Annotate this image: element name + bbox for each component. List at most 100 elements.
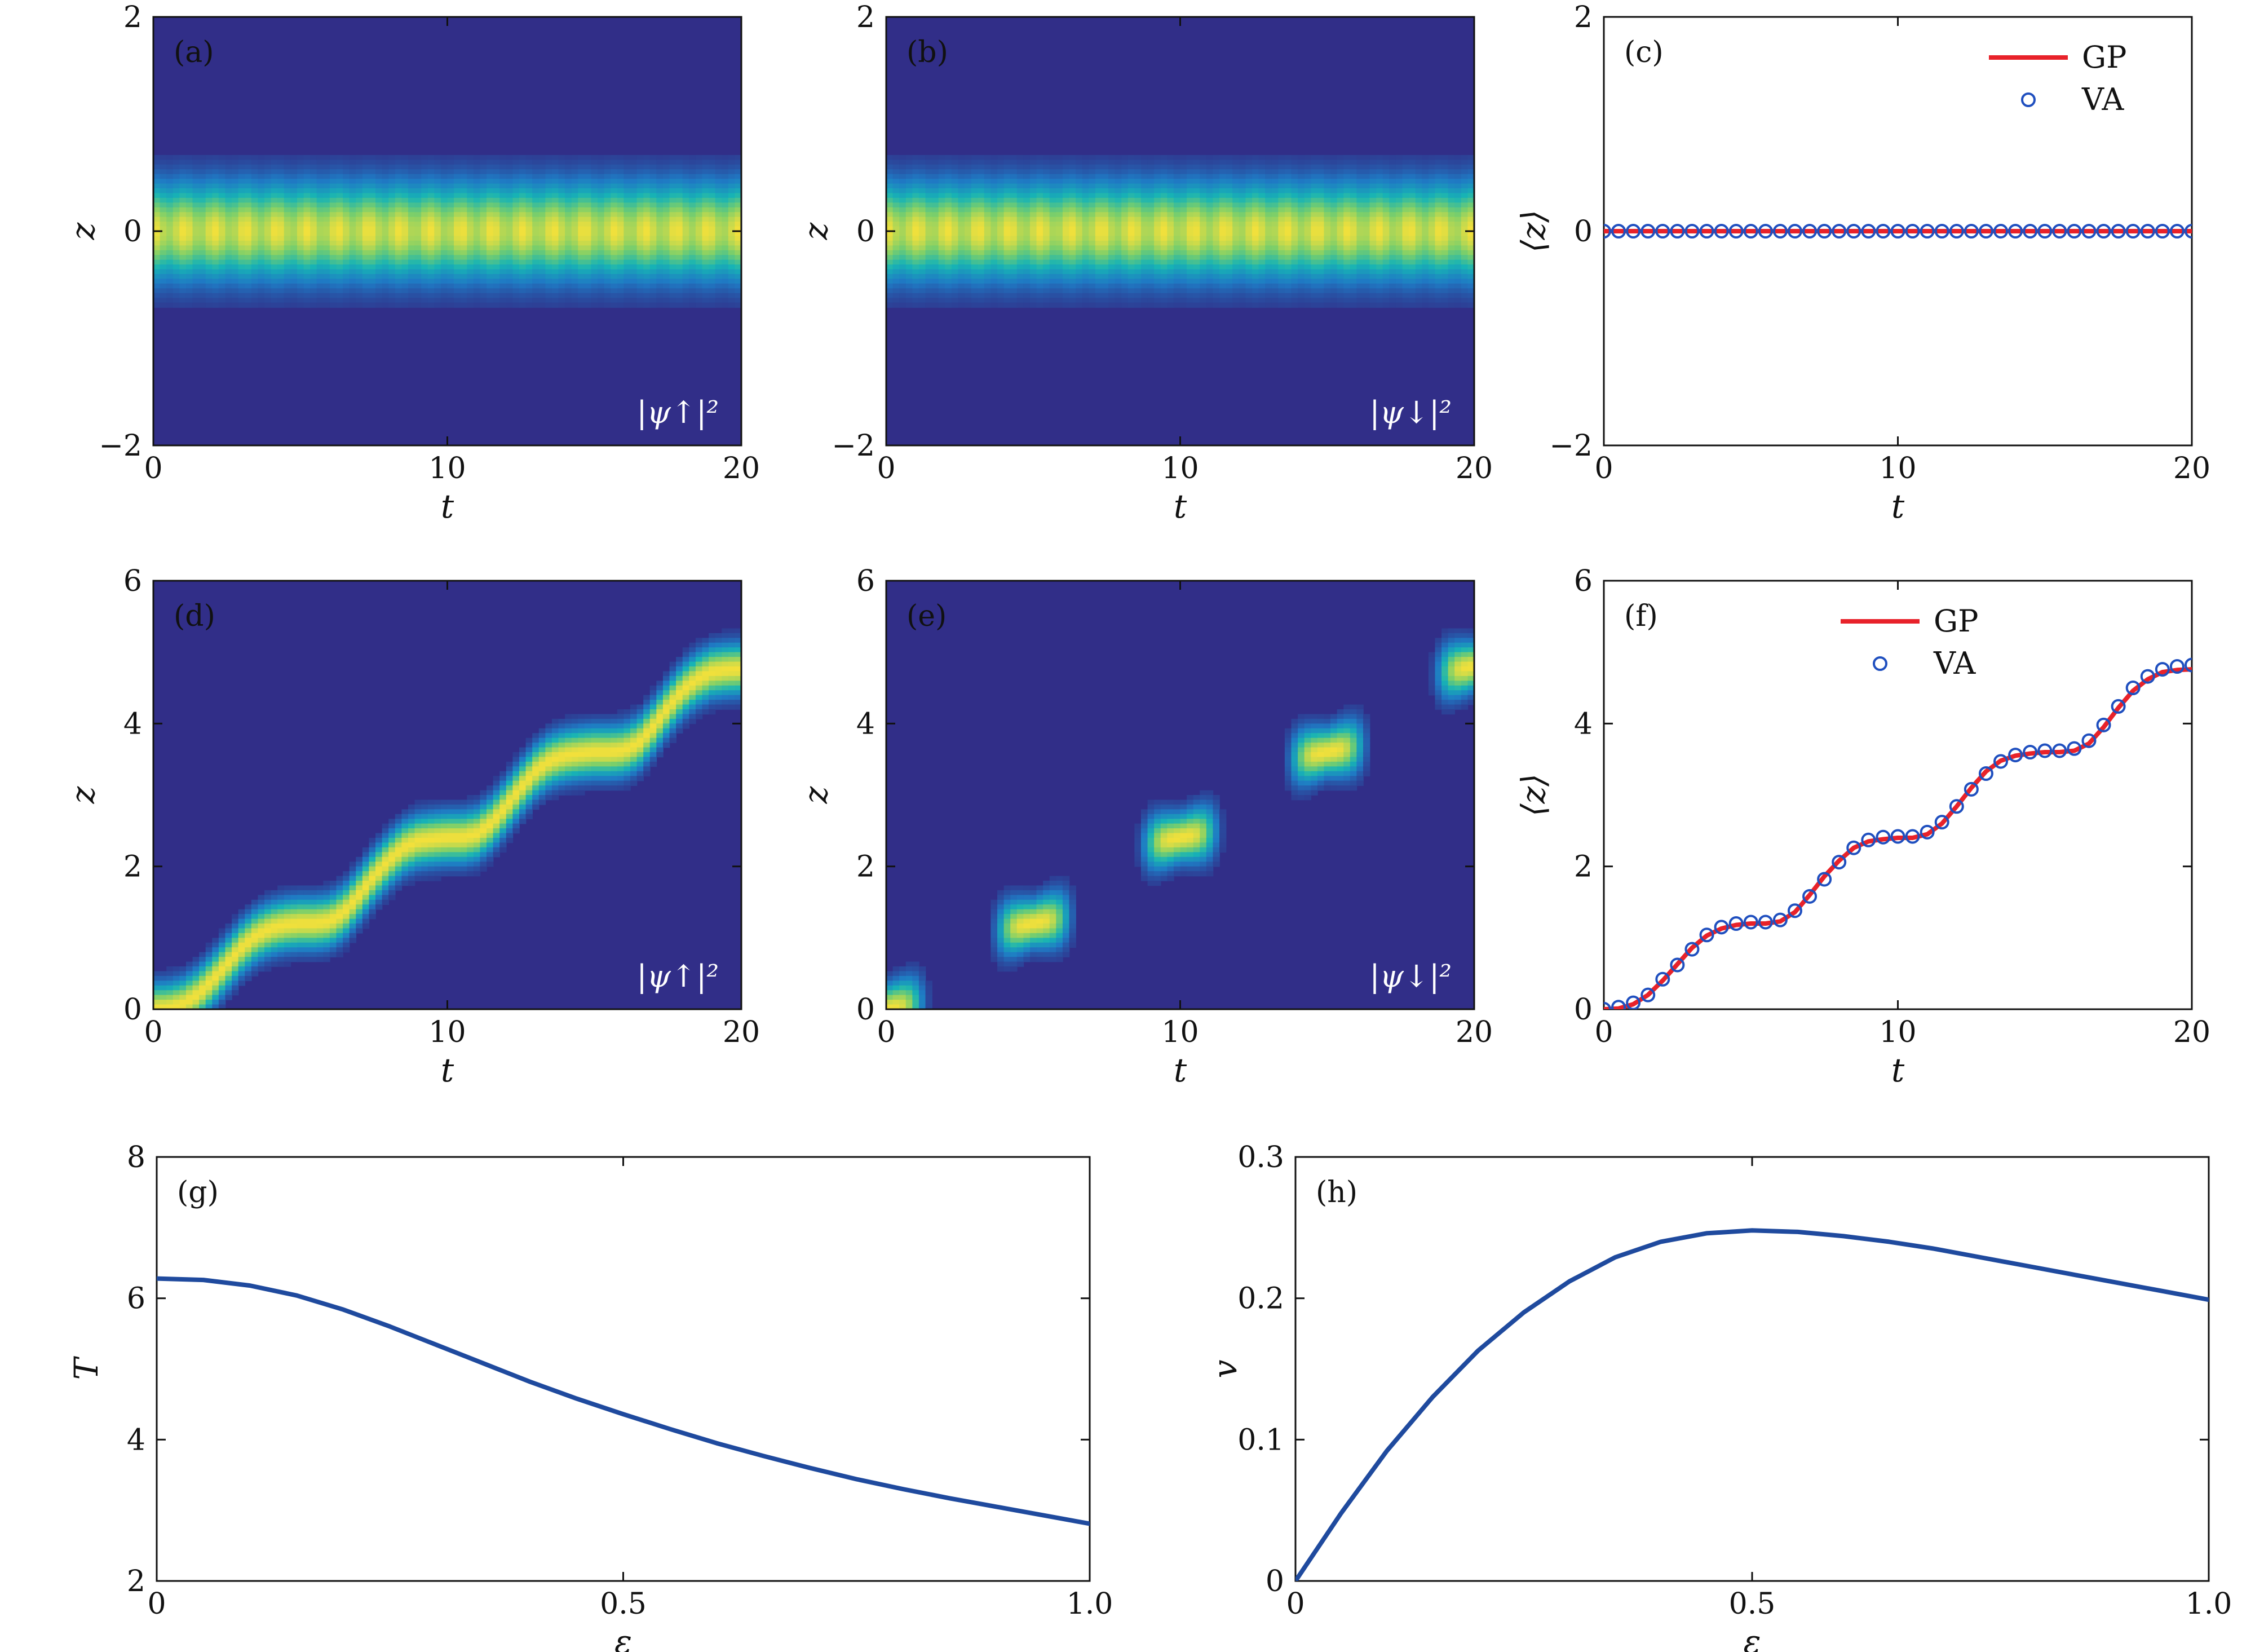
heatmap-cell bbox=[1076, 250, 1083, 256]
heatmap-cell bbox=[899, 264, 907, 270]
heatmap-cell bbox=[173, 179, 180, 184]
heatmap-cell bbox=[1147, 207, 1155, 213]
heatmap-cell bbox=[447, 197, 454, 204]
heatmap-cell bbox=[218, 212, 226, 218]
heatmap-cell bbox=[271, 202, 278, 208]
heatmap-cell bbox=[1082, 302, 1090, 308]
heatmap-cell bbox=[1200, 212, 1207, 218]
heatmap-cell bbox=[440, 183, 448, 189]
heatmap-cell bbox=[611, 202, 618, 208]
heatmap-cell bbox=[238, 274, 246, 280]
heatmap-cell bbox=[1102, 283, 1109, 289]
heatmap-cell bbox=[369, 259, 376, 265]
heatmap-cell bbox=[971, 231, 979, 237]
heatmap-cell bbox=[238, 255, 246, 260]
y-tick-label: 0 bbox=[123, 215, 142, 249]
heatmap-cell bbox=[487, 197, 494, 204]
heatmap-cell bbox=[388, 207, 396, 213]
heatmap-cell bbox=[480, 226, 487, 232]
heatmap-cell bbox=[1095, 183, 1103, 189]
heatmap-cell bbox=[892, 245, 900, 251]
heatmap-cell bbox=[1311, 174, 1318, 179]
heatmap-cell bbox=[434, 255, 441, 260]
heatmap-cell bbox=[160, 245, 167, 251]
heatmap-cell bbox=[310, 164, 317, 170]
heatmap-cell bbox=[912, 240, 919, 246]
heatmap-cell bbox=[728, 183, 736, 189]
heatmap-cell bbox=[958, 269, 965, 275]
heatmap-cell bbox=[604, 207, 612, 213]
heatmap-cell bbox=[965, 222, 972, 227]
heatmap-cell bbox=[545, 250, 552, 256]
heatmap-cell bbox=[945, 169, 952, 175]
x-axis-label: t bbox=[441, 487, 454, 525]
heatmap-cell bbox=[578, 288, 585, 294]
heatmap-cell bbox=[166, 245, 174, 251]
heatmap-cell bbox=[1206, 245, 1214, 251]
heatmap-cell bbox=[905, 160, 913, 165]
heatmap-cell bbox=[545, 269, 552, 275]
heatmap-cell bbox=[571, 255, 579, 260]
heatmap-cell bbox=[245, 302, 252, 308]
heatmap-cell bbox=[932, 169, 939, 175]
heatmap-cell bbox=[1069, 174, 1076, 179]
heatmap-cell bbox=[277, 222, 285, 227]
heatmap-cell bbox=[558, 245, 565, 251]
heatmap-cell bbox=[408, 188, 415, 194]
heatmap-cell bbox=[578, 179, 585, 184]
heatmap-cell bbox=[499, 293, 507, 299]
heatmap-cell bbox=[578, 169, 585, 175]
heatmap-cell bbox=[1304, 193, 1312, 198]
heatmap-cell bbox=[1232, 236, 1240, 241]
heatmap-cell bbox=[303, 217, 311, 222]
heatmap-cell bbox=[662, 179, 670, 184]
heatmap-cell bbox=[682, 236, 690, 241]
heatmap-cell bbox=[702, 250, 709, 256]
heatmap-cell bbox=[369, 279, 376, 284]
heatmap-cell bbox=[689, 231, 696, 237]
heatmap-cell bbox=[1206, 207, 1214, 213]
heatmap-cell bbox=[1115, 245, 1122, 251]
heatmap-cell bbox=[212, 222, 219, 227]
heatmap-cell bbox=[551, 231, 559, 237]
heatmap-cell bbox=[1258, 197, 1266, 204]
heatmap-cell bbox=[886, 236, 894, 241]
heatmap-cell bbox=[1095, 226, 1103, 232]
heatmap-cell bbox=[264, 269, 272, 275]
heatmap-cell bbox=[303, 222, 311, 227]
heatmap-cell bbox=[362, 212, 370, 218]
heatmap-cell bbox=[454, 293, 461, 299]
heatmap-cell bbox=[551, 222, 559, 227]
heatmap-cell bbox=[166, 222, 174, 227]
heatmap-cell bbox=[551, 164, 559, 170]
heatmap-cell bbox=[264, 298, 272, 303]
heatmap-cell bbox=[519, 154, 527, 161]
heatmap-cell bbox=[1056, 240, 1063, 246]
heatmap-cell bbox=[232, 250, 239, 256]
heatmap-cell bbox=[682, 245, 690, 251]
y-axis-label: z bbox=[64, 222, 102, 240]
heatmap-cell bbox=[1271, 240, 1279, 246]
heatmap-cell bbox=[1089, 240, 1096, 246]
heatmap-cell bbox=[297, 226, 304, 232]
heatmap-cell bbox=[532, 164, 540, 170]
heatmap-cell bbox=[460, 207, 468, 213]
heatmap-cell bbox=[303, 240, 311, 246]
heatmap-cell bbox=[421, 293, 428, 299]
heatmap-cell bbox=[473, 283, 481, 289]
heatmap-cell bbox=[336, 298, 343, 303]
heatmap-cell bbox=[636, 207, 644, 213]
heatmap-cell bbox=[1108, 154, 1116, 161]
heatmap-cell bbox=[1311, 183, 1318, 189]
heatmap-cell bbox=[480, 264, 487, 270]
heatmap-cell bbox=[971, 259, 979, 265]
heatmap-cell bbox=[565, 154, 572, 161]
heatmap-cell bbox=[362, 245, 370, 251]
heatmap-cell bbox=[538, 231, 546, 237]
heatmap-cell bbox=[323, 207, 330, 213]
heatmap-cell bbox=[630, 240, 638, 246]
heatmap-cell bbox=[1160, 236, 1168, 241]
heatmap-cell bbox=[238, 298, 246, 303]
heatmap-cell bbox=[1173, 255, 1181, 260]
heatmap-cell bbox=[336, 259, 343, 265]
